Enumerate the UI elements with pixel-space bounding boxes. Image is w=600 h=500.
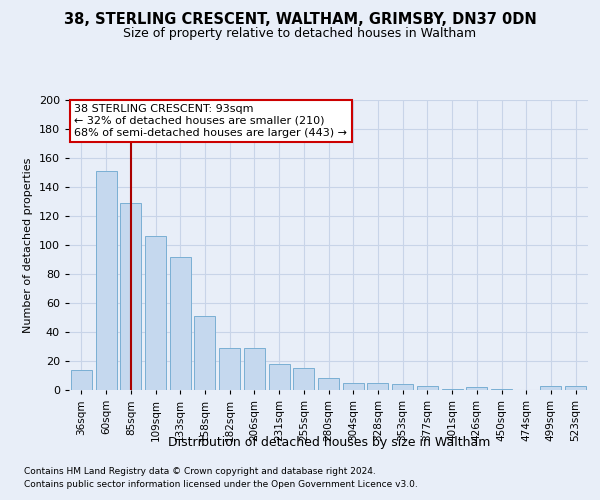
Bar xyxy=(442,388,463,390)
Bar xyxy=(417,386,438,390)
Bar xyxy=(293,368,314,390)
Bar xyxy=(219,348,240,390)
Bar xyxy=(269,364,290,390)
Text: Size of property relative to detached houses in Waltham: Size of property relative to detached ho… xyxy=(124,28,476,40)
Bar xyxy=(95,171,116,390)
Text: 38, STERLING CRESCENT, WALTHAM, GRIMSBY, DN37 0DN: 38, STERLING CRESCENT, WALTHAM, GRIMSBY,… xyxy=(64,12,536,28)
Bar xyxy=(71,370,92,390)
Bar xyxy=(343,383,364,390)
Bar xyxy=(318,378,339,390)
Y-axis label: Number of detached properties: Number of detached properties xyxy=(23,158,33,332)
Bar xyxy=(466,387,487,390)
Text: Contains public sector information licensed under the Open Government Licence v3: Contains public sector information licen… xyxy=(24,480,418,489)
Bar xyxy=(244,348,265,390)
Bar xyxy=(120,203,141,390)
Bar xyxy=(367,383,388,390)
Text: 38 STERLING CRESCENT: 93sqm
← 32% of detached houses are smaller (210)
68% of se: 38 STERLING CRESCENT: 93sqm ← 32% of det… xyxy=(74,104,347,138)
Bar xyxy=(170,256,191,390)
Text: Distribution of detached houses by size in Waltham: Distribution of detached houses by size … xyxy=(167,436,490,449)
Bar xyxy=(145,236,166,390)
Bar xyxy=(392,384,413,390)
Bar xyxy=(491,388,512,390)
Text: Contains HM Land Registry data © Crown copyright and database right 2024.: Contains HM Land Registry data © Crown c… xyxy=(24,467,376,476)
Bar xyxy=(565,386,586,390)
Bar xyxy=(541,386,562,390)
Bar xyxy=(194,316,215,390)
